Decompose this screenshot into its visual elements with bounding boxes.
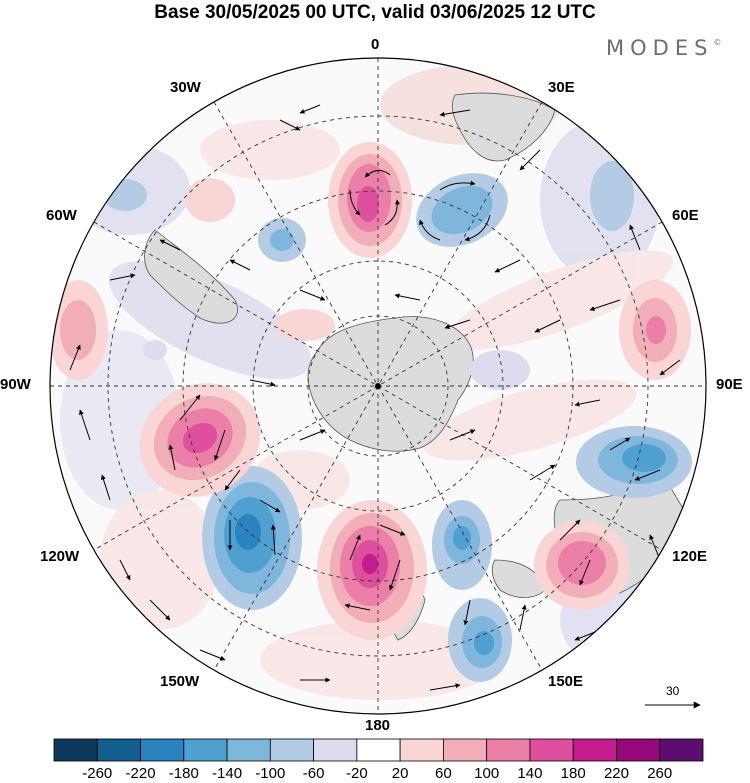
wind-vectors — [69, 104, 681, 691]
south-pole-marker — [375, 383, 381, 389]
positive-anomalies — [50, 142, 691, 640]
lon-label-90w: 90W — [0, 376, 31, 393]
australia-east — [491, 559, 546, 598]
colorbar-tick-label: 100 — [474, 765, 500, 782]
brand-text: MODES — [606, 36, 714, 60]
brand-mark: © — [713, 38, 722, 47]
lon-label-120e: 120E — [672, 548, 708, 565]
lon-label-150w: 150W — [160, 673, 200, 690]
colorbar-tick-label: 260 — [647, 765, 673, 782]
colorbar-tick-label: -100 — [255, 765, 286, 782]
colorbar-tick-label: 220 — [603, 765, 629, 782]
colorbar-tick-label: 60 — [435, 765, 452, 782]
lon-label-180: 180 — [365, 717, 391, 734]
colorbar-tick-label: 140 — [517, 765, 543, 782]
negative-anomalies — [103, 161, 692, 682]
colorbar-tick-label: -140 — [212, 765, 243, 782]
brand-logo: MODES© — [606, 36, 721, 60]
colorbar-tick-label: -220 — [125, 765, 156, 782]
colorbar-tick-label: -180 — [168, 765, 199, 782]
lon-label-150e: 150E — [548, 673, 584, 690]
reference-vector-label: 30 — [666, 684, 680, 698]
lon-label-90e: 90E — [716, 376, 743, 393]
chart-title: Base 30/05/2025 00 UTC, valid 03/06/2025… — [154, 2, 596, 23]
anomaly-field — [50, 58, 706, 714]
lon-label-30w: 30W — [170, 79, 201, 96]
colorbar-tick-label: -260 — [82, 765, 113, 782]
lon-label-60w: 60W — [46, 207, 77, 224]
south-america-tip — [144, 229, 238, 324]
graticule — [50, 58, 706, 714]
lon-label-30e: 30E — [548, 79, 575, 96]
colorbar-tick-label: 180 — [560, 765, 586, 782]
lon-label-0: 0 — [371, 36, 380, 53]
colorbar-tick-label: -60 — [302, 765, 325, 782]
colorbar-tick-label: -20 — [346, 765, 368, 782]
map-boundary — [49, 57, 707, 715]
colorbar-tick-label: 20 — [391, 765, 409, 782]
lon-label-120w: 120W — [40, 548, 80, 565]
lon-label-60e: 60E — [672, 207, 699, 224]
